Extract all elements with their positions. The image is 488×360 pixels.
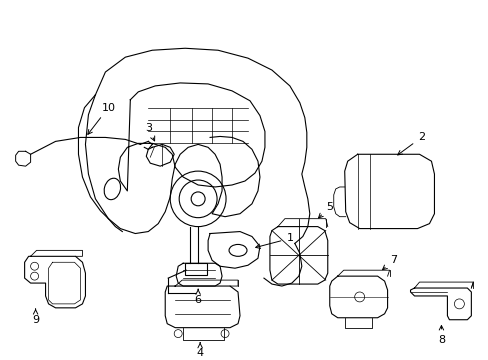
Text: 2: 2 xyxy=(397,132,424,155)
Text: 7: 7 xyxy=(382,255,396,270)
Text: 8: 8 xyxy=(437,325,444,345)
Text: 5: 5 xyxy=(318,202,333,218)
Text: 4: 4 xyxy=(196,343,203,359)
Bar xyxy=(185,263,207,275)
Text: 1: 1 xyxy=(255,234,293,248)
Text: 9: 9 xyxy=(32,309,39,325)
Text: 3: 3 xyxy=(144,122,154,141)
Text: 10: 10 xyxy=(88,103,115,134)
Text: 6: 6 xyxy=(194,289,201,305)
